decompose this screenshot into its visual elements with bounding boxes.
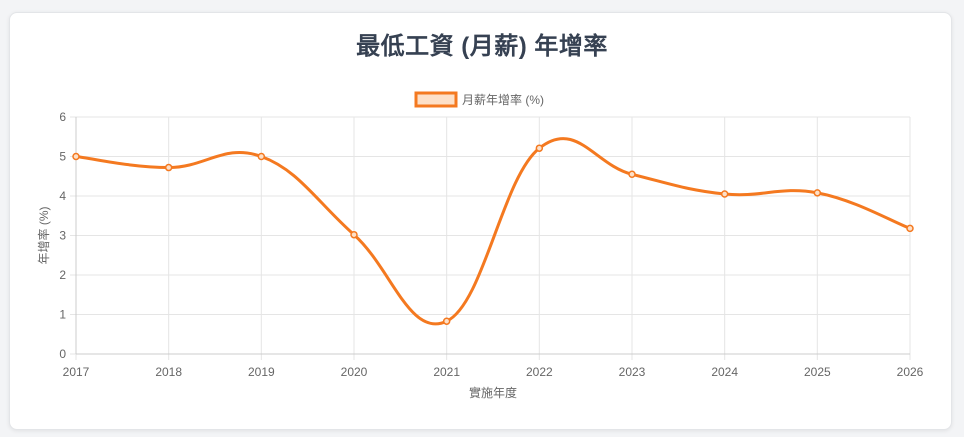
data-point[interactable] (164, 163, 173, 172)
chart-axes: 0 1 2 3 4 5 6 2017 2018 2019 2020 2021 2022 2023 2024 2… (59, 110, 923, 379)
x-tick-label: 2020 (341, 365, 368, 379)
x-tick-label: 2026 (897, 365, 924, 379)
data-point[interactable] (350, 230, 358, 239)
x-axis-title: 實施年度 (469, 385, 517, 400)
y-tick-label: 6 (59, 110, 66, 124)
y-tick-label: 5 (59, 150, 66, 164)
y-tick-label: 4 (59, 189, 66, 203)
data-point[interactable] (628, 170, 636, 179)
x-tick-label: 2019 (248, 365, 275, 379)
y-tick-label: 0 (59, 347, 66, 361)
x-tick-label: 2017 (63, 365, 90, 379)
x-tick-label: 2021 (433, 365, 460, 379)
y-tick-label: 3 (59, 229, 66, 243)
data-point[interactable] (535, 144, 544, 152)
x-tick-label: 2018 (155, 365, 182, 379)
x-tick-label: 2025 (804, 365, 831, 379)
data-point[interactable] (813, 189, 822, 197)
data-point[interactable] (72, 152, 80, 161)
chart-card (9, 12, 952, 430)
legend-label[interactable]: 月薪年增率 (%) (462, 92, 544, 107)
data-point[interactable] (442, 317, 451, 325)
x-tick-label: 2023 (619, 365, 646, 379)
series-line[interactable] (74, 137, 912, 326)
chart-series (72, 137, 914, 326)
y-tick-label: 2 (59, 268, 66, 282)
chart-legend[interactable]: 月薪年增率 (%) (414, 91, 544, 108)
x-tick-label: 2022 (526, 365, 553, 379)
x-tick-label: 2024 (711, 365, 738, 379)
data-point[interactable] (257, 152, 266, 161)
legend-swatch[interactable] (414, 91, 458, 108)
y-axis-title: 年增率 (%) (36, 206, 51, 264)
y-tick-label: 1 (59, 308, 66, 322)
data-point[interactable] (906, 224, 914, 233)
data-point[interactable] (720, 190, 729, 198)
chart-title: 最低工資 (月薪) 年增率 (356, 33, 608, 60)
